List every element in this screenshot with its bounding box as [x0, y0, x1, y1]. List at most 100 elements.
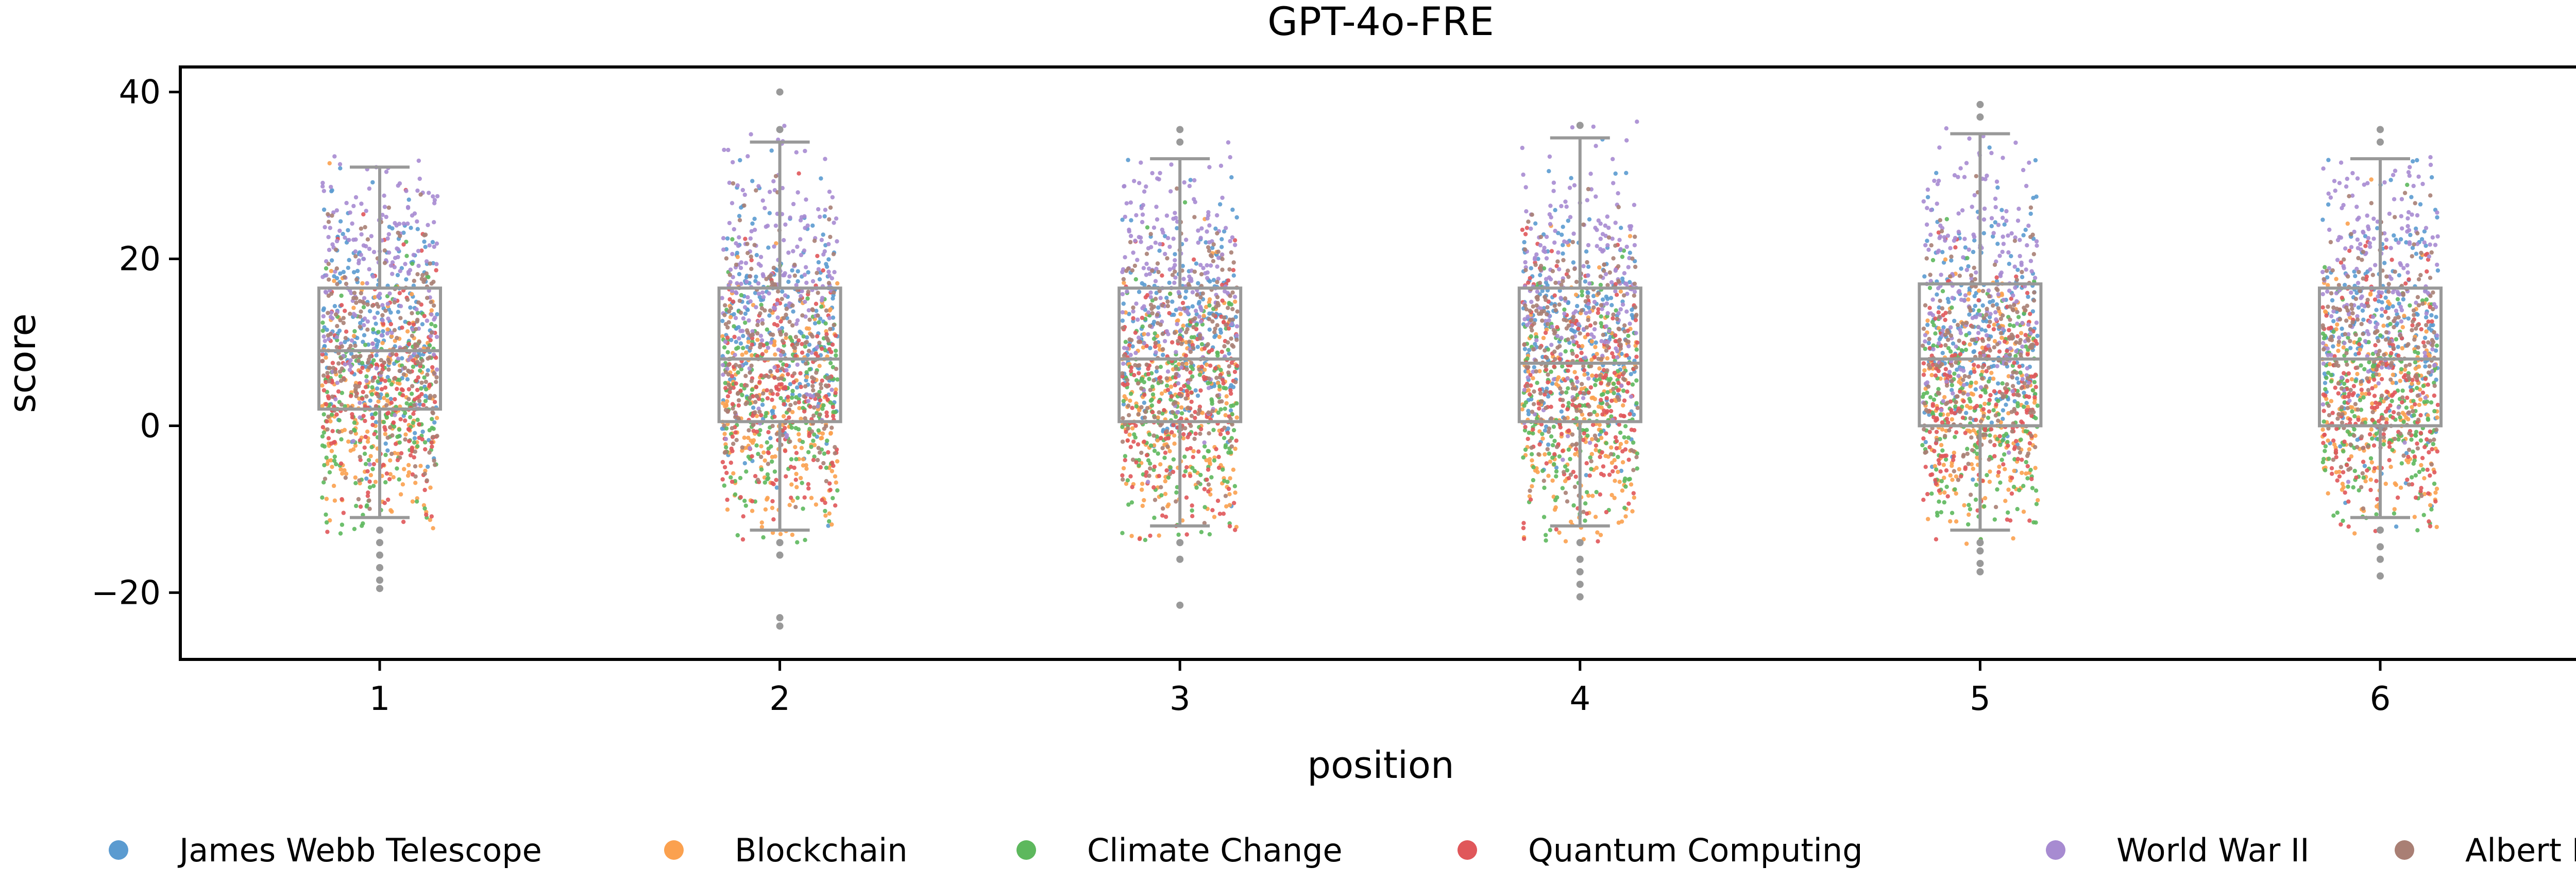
- data-point: [416, 249, 421, 253]
- data-point: [1586, 301, 1591, 307]
- data-point: [774, 485, 779, 490]
- data-point: [1616, 454, 1620, 460]
- data-point: [1538, 264, 1544, 268]
- data-point: [397, 381, 402, 386]
- data-point: [389, 334, 394, 339]
- data-point: [1624, 171, 1629, 175]
- data-point: [337, 418, 342, 422]
- data-point: [364, 209, 368, 213]
- data-point: [1577, 403, 1582, 408]
- data-point: [1527, 430, 1531, 435]
- data-point: [1543, 348, 1547, 353]
- data-point: [794, 457, 799, 462]
- data-point: [383, 427, 387, 432]
- data-point: [1611, 316, 1615, 321]
- data-point: [1131, 439, 1136, 444]
- data-point: [408, 453, 413, 457]
- data-point: [1602, 262, 1606, 267]
- data-point: [338, 531, 343, 536]
- data-point: [1547, 426, 1552, 431]
- data-point: [1605, 283, 1610, 287]
- data-point: [770, 454, 775, 460]
- data-point: [1635, 405, 1640, 410]
- data-point: [374, 420, 379, 424]
- data-point: [745, 308, 750, 312]
- data-point: [411, 252, 416, 257]
- data-point: [432, 463, 437, 467]
- data-point: [408, 370, 413, 375]
- data-point: [404, 401, 409, 406]
- data-point: [1188, 446, 1193, 451]
- data-point: [1612, 370, 1617, 375]
- data-point: [721, 247, 726, 252]
- data-point: [803, 384, 808, 389]
- data-point: [1150, 311, 1155, 316]
- data-point: [365, 237, 370, 242]
- data-point: [1552, 240, 1557, 245]
- data-point: [353, 475, 358, 480]
- data-point: [1572, 266, 1577, 271]
- data-point: [427, 191, 431, 195]
- data-point: [744, 279, 749, 284]
- data-point: [1535, 297, 1540, 302]
- data-point: [1133, 423, 1138, 428]
- data-point: [1634, 455, 1639, 460]
- data-point: [778, 396, 783, 401]
- data-point: [1173, 275, 1178, 280]
- data-point: [358, 353, 363, 359]
- data-point: [1142, 498, 1146, 503]
- data-point: [1584, 511, 1589, 516]
- data-point: [804, 378, 808, 383]
- data-point: [434, 262, 439, 266]
- data-point: [324, 273, 329, 278]
- data-point: [1179, 416, 1183, 421]
- data-point: [406, 358, 411, 362]
- data-point: [367, 354, 372, 359]
- data-point: [1584, 428, 1589, 432]
- data-point: [725, 497, 730, 502]
- data-point: [1616, 381, 1621, 385]
- data-point: [1210, 401, 1214, 406]
- data-point: [806, 290, 811, 294]
- data-point: [1189, 277, 1193, 281]
- data-point: [1190, 466, 1195, 470]
- data-point: [1199, 530, 1204, 535]
- data-point: [1188, 178, 1193, 182]
- data-point: [1558, 386, 1563, 391]
- data-point: [727, 309, 732, 314]
- data-point: [1543, 330, 1548, 335]
- data-point: [816, 207, 821, 212]
- data-point: [396, 247, 400, 252]
- data-point: [1135, 258, 1140, 262]
- data-point: [348, 312, 352, 316]
- data-point: [351, 203, 356, 209]
- data-point: [430, 240, 435, 245]
- data-point: [745, 330, 750, 335]
- data-point: [1155, 217, 1160, 222]
- data-point: [833, 451, 837, 455]
- data-point: [1233, 315, 1238, 319]
- data-point: [833, 474, 838, 479]
- data-point: [415, 444, 420, 449]
- data-point: [730, 434, 735, 439]
- data-point: [1120, 310, 1125, 315]
- data-point: [735, 281, 739, 286]
- data-point: [1586, 264, 1591, 269]
- data-point: [351, 333, 357, 338]
- data-point: [1163, 251, 1167, 257]
- data-point: [1612, 390, 1616, 396]
- data-point: [1626, 344, 1631, 349]
- data-point: [1583, 299, 1588, 303]
- data-point: [1574, 376, 1579, 380]
- data-point: [432, 400, 437, 404]
- data-point: [1604, 324, 1608, 329]
- data-point: [1231, 385, 1236, 389]
- data-point: [1151, 485, 1156, 490]
- data-point: [339, 437, 344, 441]
- data-point: [1143, 538, 1148, 542]
- data-point: [1189, 414, 1194, 418]
- data-point: [1175, 410, 1180, 415]
- data-point: [326, 374, 330, 379]
- data-point: [401, 519, 406, 524]
